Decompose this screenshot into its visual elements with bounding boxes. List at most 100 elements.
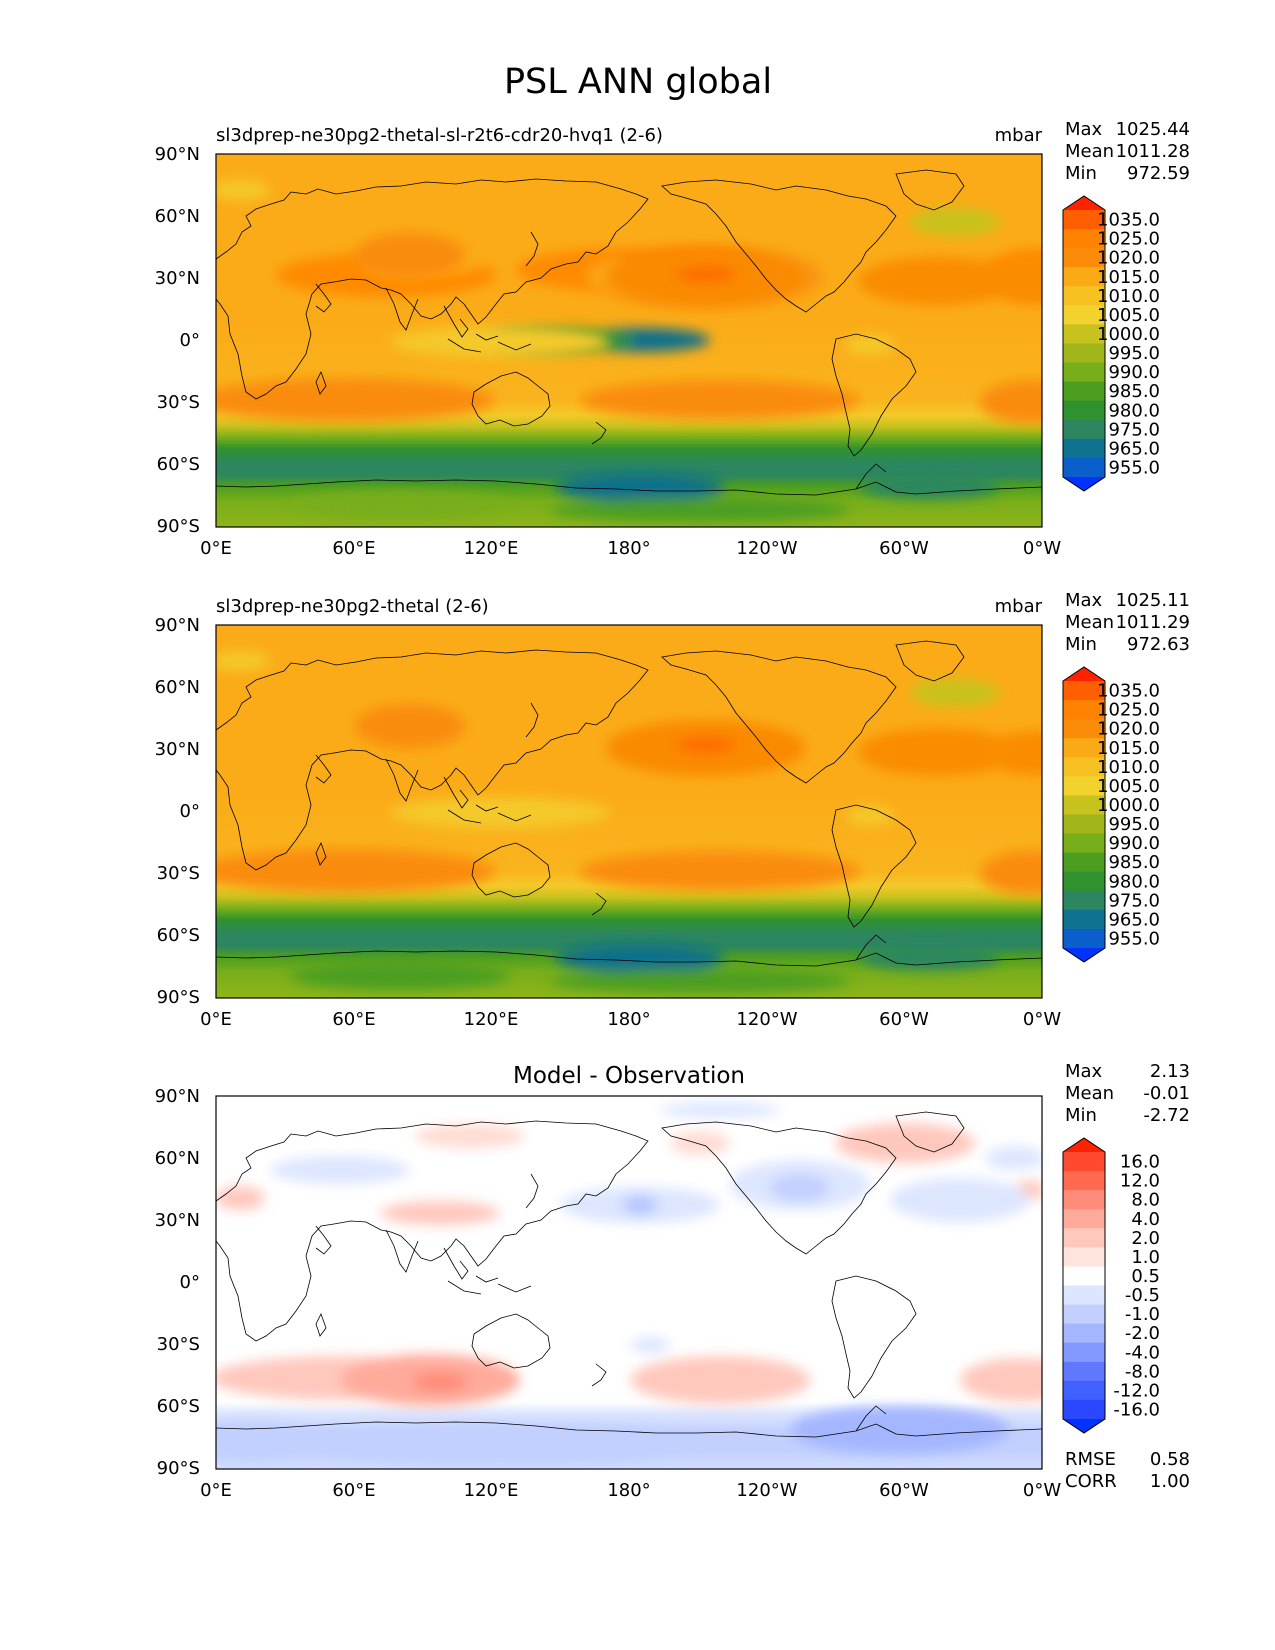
lat-tick: 60°N bbox=[155, 1148, 200, 1169]
colorbar-swatch bbox=[1063, 305, 1105, 326]
panel-2-colorbar: 1035.01025.01020.01015.01010.01005.01000… bbox=[1062, 666, 1160, 963]
colorbar-label: 990.0 bbox=[1108, 362, 1160, 383]
lat-tick: 30°N bbox=[155, 268, 200, 289]
colorbar-label: 1020.0 bbox=[1097, 248, 1160, 269]
colorbar-label: 4.0 bbox=[1131, 1209, 1160, 1230]
lon-tick: 60°W bbox=[879, 1009, 929, 1030]
colorbar-label: 1035.0 bbox=[1097, 681, 1160, 702]
colorbar-swatch bbox=[1063, 362, 1105, 383]
stat-value: 1011.29 bbox=[1116, 612, 1190, 633]
colorbar-swatch bbox=[1063, 419, 1105, 440]
colorbar-swatch bbox=[1063, 909, 1105, 930]
colorbar-swatch bbox=[1063, 1380, 1105, 1401]
colorbar-extend-min bbox=[1063, 1419, 1105, 1433]
colorbar-swatch bbox=[1063, 381, 1105, 402]
stat-label: Min bbox=[1065, 1105, 1097, 1126]
stat-label: Mean bbox=[1065, 141, 1114, 162]
lat-tick: 60°N bbox=[155, 206, 200, 227]
stat-label: Max bbox=[1065, 590, 1103, 611]
stat-value: 2.13 bbox=[1150, 1061, 1190, 1082]
panel-1-units: mbar bbox=[995, 125, 1043, 146]
lon-tick: 0°W bbox=[1023, 538, 1061, 559]
colorbar-extend-max bbox=[1063, 667, 1105, 681]
lat-tick: 0° bbox=[180, 330, 200, 351]
stat-value: 1011.28 bbox=[1116, 141, 1190, 162]
panel-1-stats: Max 1025.44 Mean 1011.28 Min 972.59 bbox=[1065, 119, 1190, 184]
lon-tick: 60°E bbox=[332, 538, 375, 559]
colorbar-label: 1025.0 bbox=[1097, 229, 1160, 250]
colorbar-label: 975.0 bbox=[1108, 419, 1160, 440]
lon-tick: 120°W bbox=[736, 1009, 797, 1030]
colorbar-label: -16.0 bbox=[1113, 1399, 1160, 1420]
stat-value: 1025.11 bbox=[1116, 590, 1190, 611]
colorbar-swatch bbox=[1063, 776, 1105, 797]
lat-tick: 0° bbox=[180, 1272, 200, 1293]
colorbar-label: 8.0 bbox=[1131, 1190, 1160, 1211]
colorbar-label: 1005.0 bbox=[1097, 305, 1160, 326]
colorbar-swatch bbox=[1063, 1228, 1105, 1248]
colorbar-label: 1010.0 bbox=[1097, 286, 1160, 307]
stat-value: 1025.44 bbox=[1116, 119, 1190, 140]
panel-2-stats: Max 1025.11 Mean 1011.29 Min 972.63 bbox=[1065, 590, 1190, 655]
lon-tick: 120°E bbox=[464, 538, 519, 559]
stat-value: -2.72 bbox=[1143, 1105, 1190, 1126]
colorbar-label: 16.0 bbox=[1120, 1152, 1160, 1173]
stat-label: Max bbox=[1065, 119, 1103, 140]
lon-tick: 120°E bbox=[464, 1009, 519, 1030]
stat-value: 1.00 bbox=[1150, 1471, 1190, 1492]
lat-tick: 90°S bbox=[157, 987, 200, 1008]
colorbar-swatch bbox=[1063, 681, 1105, 701]
stat-label: Min bbox=[1065, 163, 1097, 184]
stat-label: Mean bbox=[1065, 612, 1114, 633]
stat-label: Min bbox=[1065, 634, 1097, 655]
lat-tick: 90°N bbox=[155, 1086, 200, 1107]
colorbar-outline bbox=[1062, 666, 1106, 963]
lon-tick: 60°E bbox=[332, 1480, 375, 1501]
colorbar-label: 955.0 bbox=[1108, 928, 1160, 949]
colorbar-outline bbox=[1062, 195, 1106, 492]
lon-tick: 120°E bbox=[464, 1480, 519, 1501]
panel-1-title: sl3dprep-ne30pg2-thetal-sl-r2t6-cdr20-hv… bbox=[216, 125, 663, 146]
lon-tick: 180° bbox=[607, 1480, 650, 1501]
colorbar-label: -2.0 bbox=[1125, 1323, 1160, 1344]
colorbar-label: 955.0 bbox=[1108, 457, 1160, 478]
panel-2: sl3dprep-ne30pg2-thetal (2-6) mbar bbox=[155, 590, 1190, 1030]
colorbar-swatch bbox=[1063, 457, 1105, 478]
colorbar-label: 985.0 bbox=[1108, 852, 1160, 873]
colorbar-extend-min bbox=[1063, 948, 1105, 962]
lat-tick: 30°S bbox=[157, 1334, 200, 1355]
colorbar-label: 0.5 bbox=[1131, 1266, 1160, 1287]
colorbar-swatch bbox=[1063, 795, 1105, 816]
colorbar-label: -0.5 bbox=[1125, 1285, 1160, 1306]
panel-1-axes: 90°N 60°N 30°N 0° 30°S 60°S 90°S 0°E 60°… bbox=[155, 144, 1062, 559]
colorbar-swatch bbox=[1063, 928, 1105, 949]
colorbar-outline bbox=[1062, 1137, 1106, 1434]
colorbar-label: -1.0 bbox=[1125, 1304, 1160, 1325]
lat-tick: 30°N bbox=[155, 1210, 200, 1231]
colorbar-extend-max bbox=[1063, 196, 1105, 210]
colorbar-label: 995.0 bbox=[1108, 343, 1160, 364]
colorbar-swatch bbox=[1063, 738, 1105, 758]
colorbar-label: 980.0 bbox=[1108, 400, 1160, 421]
colorbar-swatch bbox=[1063, 1342, 1105, 1363]
colorbar-swatch bbox=[1063, 248, 1105, 268]
colorbar-extend-min bbox=[1063, 477, 1105, 491]
stat-value: 0.58 bbox=[1150, 1449, 1190, 1470]
colorbar-extend-max bbox=[1063, 1138, 1105, 1152]
colorbar-swatch bbox=[1063, 1209, 1105, 1229]
colorbar-swatch bbox=[1063, 1190, 1105, 1210]
colorbar-label: 1000.0 bbox=[1097, 795, 1160, 816]
lon-tick: 180° bbox=[607, 1009, 650, 1030]
colorbar-swatch bbox=[1063, 1152, 1105, 1172]
colorbar-label: -8.0 bbox=[1125, 1361, 1160, 1382]
colorbar-swatch bbox=[1063, 343, 1105, 364]
figure-title: PSL ANN global bbox=[504, 62, 772, 102]
colorbar-swatch bbox=[1063, 700, 1105, 720]
colorbar-label: 995.0 bbox=[1108, 814, 1160, 835]
lon-tick: 120°W bbox=[736, 1480, 797, 1501]
colorbar-swatch bbox=[1063, 814, 1105, 835]
colorbar-swatch bbox=[1063, 1171, 1105, 1191]
lat-tick: 30°S bbox=[157, 392, 200, 413]
stat-label: Max bbox=[1065, 1061, 1103, 1082]
